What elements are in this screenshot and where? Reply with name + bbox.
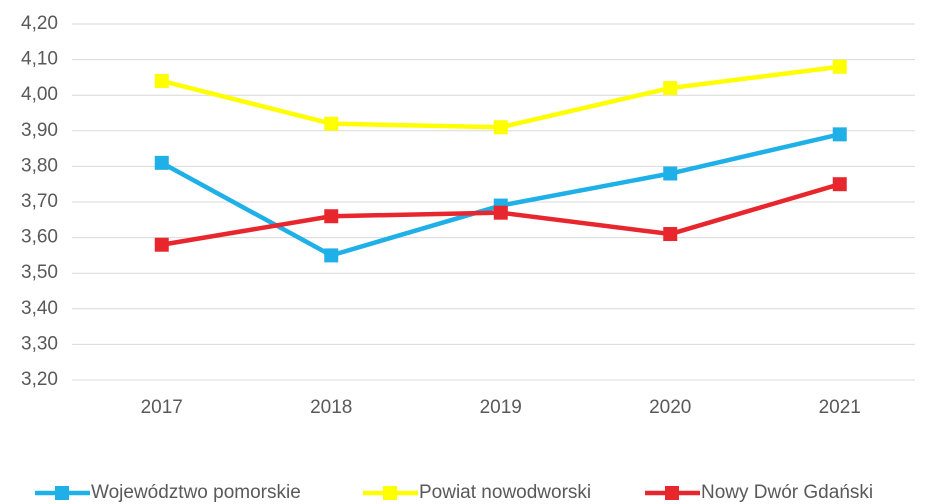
- point-marker: [832, 127, 847, 142]
- legend-marker: [383, 486, 397, 500]
- x-tick-label: 2018: [310, 397, 352, 418]
- point-marker: [154, 237, 169, 252]
- point-marker: [154, 155, 169, 170]
- y-tick-label: 3,30: [21, 333, 58, 354]
- y-tick-label: 4,00: [21, 84, 58, 105]
- point-marker: [663, 81, 678, 96]
- x-tick-label: 2020: [649, 397, 691, 418]
- x-tick-label: 2021: [819, 397, 861, 418]
- y-tick-label: 4,20: [21, 13, 58, 34]
- series-line: [161, 64, 841, 130]
- point-marker: [493, 205, 508, 220]
- point-marker: [832, 59, 847, 74]
- point-marker: [832, 177, 847, 192]
- y-tick-label: 4,10: [21, 49, 58, 70]
- y-tick-label: 3,70: [21, 191, 58, 212]
- x-tick-label: 2019: [480, 397, 522, 418]
- point-marker: [154, 73, 169, 88]
- legend-label: Powiat nowodworski: [419, 482, 591, 503]
- y-tick-label: 3,20: [21, 369, 58, 390]
- legend-label: Nowy Dwór Gdański: [701, 482, 873, 503]
- point-marker: [324, 248, 339, 263]
- legend-marker: [55, 486, 69, 500]
- y-tick-label: 3,90: [21, 120, 58, 141]
- y-tick-label: 3,50: [21, 262, 58, 283]
- point-marker: [663, 227, 678, 242]
- point-marker: [663, 166, 678, 181]
- point-marker: [493, 120, 508, 135]
- point-marker: [324, 116, 339, 131]
- y-tick-label: 3,80: [21, 155, 58, 176]
- legend-label: Województwo pomorskie: [91, 482, 301, 503]
- point-marker: [324, 209, 339, 224]
- y-tick-label: 3,40: [21, 298, 58, 319]
- legend-marker: [665, 486, 679, 500]
- x-tick-label: 2017: [141, 397, 183, 418]
- y-tick-label: 3,60: [21, 227, 58, 248]
